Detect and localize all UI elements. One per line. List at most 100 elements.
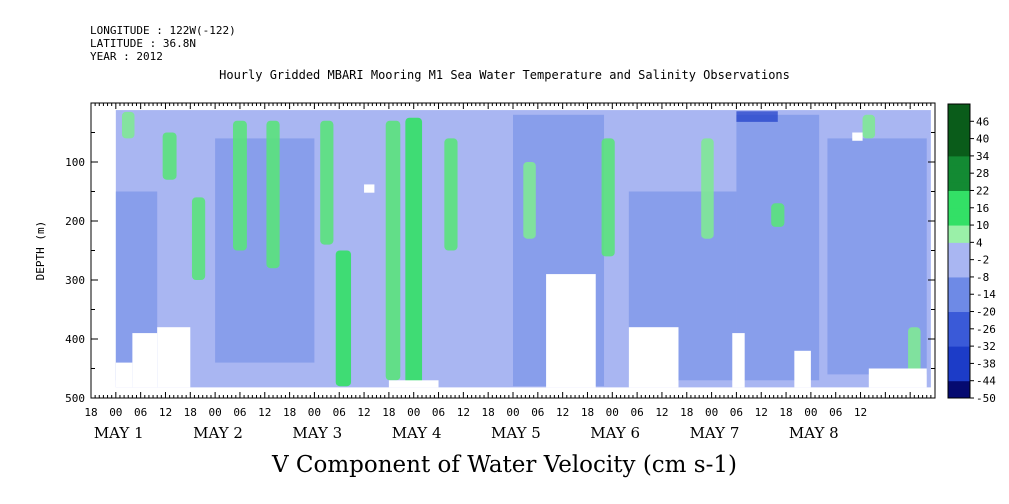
colorbar-label: 10 [976, 219, 989, 232]
x-tick-label: 18 [382, 406, 395, 419]
colorbar-swatch [948, 129, 970, 140]
colorbar-swatch [948, 207, 970, 217]
x-tick-label: 18 [581, 406, 594, 419]
colorbar-label: -44 [976, 375, 996, 388]
positive-velocity-band [320, 120, 334, 245]
colorbar-swatch [948, 181, 970, 191]
x-day-label: MAY 2 [193, 424, 243, 442]
colorbar-swatch [948, 276, 970, 287]
longitude-label: LONGITUDE : 122W(-122) [90, 24, 236, 37]
colorbar-label: -26 [976, 323, 996, 336]
y-tick-label: 400 [65, 333, 85, 346]
year-label: YEAR : 2012 [90, 50, 163, 63]
positive-velocity-band [771, 203, 785, 227]
positive-velocity-band [385, 120, 401, 381]
colorbar-swatch [948, 389, 970, 399]
missing-data-region [852, 132, 863, 141]
x-tick-label: 00 [109, 406, 122, 419]
colorbar-frame [947, 103, 971, 399]
missing-data-region [546, 274, 596, 388]
colorbar-label: 46 [976, 115, 989, 128]
colorbar-label: -14 [976, 288, 996, 301]
colorbar-swatch [948, 121, 970, 131]
x-tick-label: 18 [184, 406, 197, 419]
x-day-label: MAY 7 [690, 424, 740, 442]
colorbar-swatch [948, 164, 970, 174]
colorbar-swatch [948, 155, 970, 166]
x-tick-label: 00 [606, 406, 619, 419]
x-tick-label: 00 [208, 406, 221, 419]
x-tick-label: 00 [705, 406, 718, 419]
positive-velocity-band [191, 197, 206, 280]
colorbar-label: 22 [976, 184, 989, 197]
x-tick-label: 00 [407, 406, 420, 419]
colorbar-swatch [948, 346, 970, 356]
colorbar-swatch [948, 354, 970, 364]
x-day-label: MAY 5 [491, 424, 541, 442]
positive-velocity-band [444, 138, 458, 251]
colorbar-swatch [948, 216, 970, 226]
x-tick-label: 12 [556, 406, 569, 419]
colorbar-swatch [948, 251, 970, 261]
colorbar-swatch [948, 190, 970, 200]
colorbar-label: 4 [976, 236, 983, 249]
x-tick-label: 18 [283, 406, 296, 419]
colorbar-swatch [948, 302, 970, 313]
colorbar-label: -32 [976, 340, 996, 353]
colorbar-swatch [948, 320, 970, 330]
colorbar-swatch [948, 328, 970, 338]
colorbar-label: 16 [976, 202, 989, 215]
negative-region [736, 114, 820, 381]
x-day-label: MAY 6 [590, 424, 640, 442]
x-tick-label: 00 [308, 406, 321, 419]
missing-data-region [794, 350, 811, 388]
x-tick-label: 06 [233, 406, 246, 419]
colorbar-swatch [948, 337, 970, 347]
x-tick-label: 18 [779, 406, 792, 419]
positive-velocity-band [701, 138, 714, 239]
colorbar-label: -38 [976, 357, 996, 370]
x-tick-label: 18 [680, 406, 693, 419]
y-axis-label: DEPTH (m) [34, 221, 47, 281]
x-day-label: MAY 4 [392, 424, 442, 442]
colorbar-label: -50 [976, 392, 996, 405]
variable-title: V Component of Water Velocity (cm s-1) [272, 452, 737, 478]
x-tick-label: 12 [755, 406, 768, 419]
colorbar-swatch [948, 285, 970, 295]
x-tick-label: 18 [84, 406, 97, 419]
missing-data-region [388, 380, 439, 388]
colorbar-swatch [948, 311, 970, 321]
x-tick-label: 12 [258, 406, 271, 419]
colorbar-swatch [948, 380, 970, 390]
x-tick-label: 06 [333, 406, 346, 419]
colorbar-swatch [948, 268, 970, 278]
colorbar-label: 34 [976, 150, 990, 163]
colorbar-label: -2 [976, 254, 989, 267]
colorbar-label: -20 [976, 306, 996, 319]
positive-velocity-band [121, 111, 135, 139]
positive-velocity-band [162, 132, 177, 180]
colorbar-swatch [948, 138, 970, 148]
colorbar-swatch [948, 112, 970, 122]
colorbar-swatch [948, 173, 970, 183]
colorbar-swatch [948, 233, 970, 243]
missing-data-region [115, 362, 133, 388]
x-tick-label: 06 [630, 406, 643, 419]
colorbar-swatch [948, 199, 970, 209]
colorbar-label: 28 [976, 167, 989, 180]
y-tick-label: 300 [65, 274, 85, 287]
missing-data-region [868, 368, 927, 388]
x-tick-label: 18 [482, 406, 495, 419]
colorbar-swatch [948, 147, 970, 157]
x-tick-label: 06 [531, 406, 544, 419]
colorbar-swatch [948, 104, 970, 114]
negative-region [215, 138, 315, 363]
x-tick-label: 12 [854, 406, 867, 419]
y-tick-label: 100 [65, 156, 85, 169]
x-tick-label: 12 [655, 406, 668, 419]
positive-velocity-band [862, 114, 876, 139]
colorbar-swatch [948, 225, 970, 235]
latitude-label: LATITUDE : 36.8N [90, 37, 196, 50]
colorbar-swatch [948, 294, 970, 304]
x-tick-label: 12 [457, 406, 470, 419]
